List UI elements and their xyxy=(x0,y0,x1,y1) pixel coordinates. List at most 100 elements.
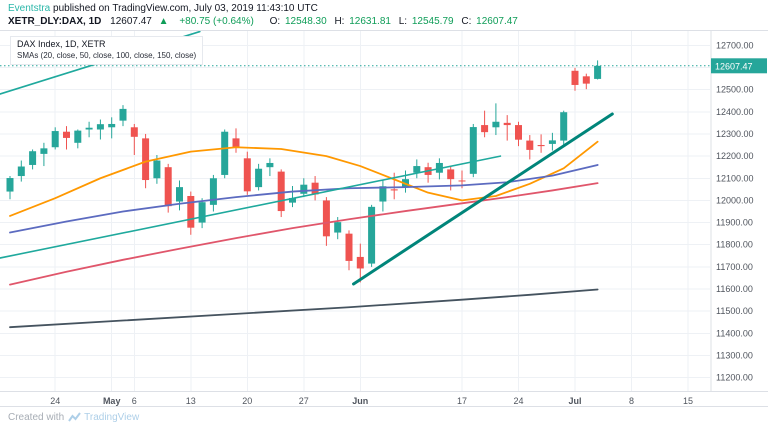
candle xyxy=(74,129,82,149)
open-value: 12548.30 xyxy=(284,16,327,27)
candle xyxy=(29,149,37,170)
last-price-tag-text: 12607.47 xyxy=(715,61,753,71)
high-value: 12631.81 xyxy=(349,16,391,27)
candle xyxy=(187,191,195,235)
candle xyxy=(266,158,274,177)
candlestick-series xyxy=(6,60,602,283)
created-with-text: Created with xyxy=(8,412,65,423)
last-price-text: 12607.47 xyxy=(110,16,152,27)
legend-sma-settings: SMAs (20, close, 50, close, 100, close, … xyxy=(17,51,197,60)
candle xyxy=(492,103,500,136)
candle xyxy=(51,127,59,150)
price-axis-label: 11500.00 xyxy=(716,306,753,316)
candle xyxy=(402,170,409,193)
candle xyxy=(40,142,48,167)
sma-50-line xyxy=(9,164,599,234)
candle xyxy=(481,110,489,138)
time-axis-label: 15 xyxy=(683,396,693,406)
candle xyxy=(119,105,127,127)
rising-support-trendline[interactable] xyxy=(352,112,614,286)
price-axis-label: 11600.00 xyxy=(716,284,753,294)
candle xyxy=(209,174,217,212)
time-axis-label: 27 xyxy=(299,396,309,406)
candle xyxy=(447,166,455,191)
candle xyxy=(537,134,545,153)
candle xyxy=(424,162,432,183)
symbol-name[interactable]: XETR_DLY:DAX, 1D xyxy=(8,16,102,27)
candle xyxy=(17,160,25,182)
chart-legend[interactable]: DAX Index, 1D, XETR SMAs (20, close, 50,… xyxy=(10,36,204,65)
price-axis-label: 12500.00 xyxy=(716,85,754,95)
price-axis-label: 12100.00 xyxy=(716,173,754,183)
price-axis-label: 11400.00 xyxy=(716,328,753,338)
price-axis-label: 12700.00 xyxy=(716,40,754,50)
candle xyxy=(85,121,93,138)
candle xyxy=(289,186,296,208)
tradingview-logo-icon xyxy=(68,412,81,422)
candle xyxy=(63,126,70,150)
candle xyxy=(232,128,240,153)
tradingview-brand-text: TradingView xyxy=(84,412,140,423)
candle xyxy=(571,67,579,91)
price-axis-label: 12300.00 xyxy=(716,129,754,139)
price-axis-label: 11200.00 xyxy=(716,373,753,383)
candle xyxy=(548,132,556,151)
candle xyxy=(379,180,387,212)
sma-20-line xyxy=(9,140,599,217)
time-axis-label: 24 xyxy=(513,396,523,406)
gridlines xyxy=(0,30,710,391)
legend-title: DAX Index, 1D, XETR xyxy=(17,39,106,49)
author-link[interactable]: Eventstra xyxy=(8,3,51,14)
candle xyxy=(300,178,308,198)
candle xyxy=(108,117,116,139)
time-axis-label: May xyxy=(103,396,121,406)
low-label: L: xyxy=(398,16,408,27)
time-axis-label: 6 xyxy=(132,396,137,406)
price-axis[interactable]: 12700.0012600.0012500.0012400.0012300.00… xyxy=(716,40,754,382)
up-triangle-icon: ▲ xyxy=(158,16,169,27)
candle xyxy=(582,73,590,90)
high-label: H: xyxy=(334,16,345,27)
footer: Created with TradingView xyxy=(8,412,139,423)
candle xyxy=(469,123,477,178)
candle xyxy=(322,197,330,246)
candle xyxy=(255,163,263,191)
time-axis-label: 17 xyxy=(457,396,467,406)
byline: Eventstra published on TradingView.com, … xyxy=(8,3,318,14)
candle xyxy=(96,119,104,140)
candle xyxy=(221,129,229,179)
price-axis-label: 12000.00 xyxy=(716,195,754,205)
price-axis-label: 11700.00 xyxy=(716,262,753,272)
time-axis-label: 13 xyxy=(186,396,196,406)
price-axis-label: 12400.00 xyxy=(716,107,754,117)
candle xyxy=(130,123,138,155)
candle xyxy=(526,135,534,160)
low-value: 12545.79 xyxy=(411,16,454,27)
time-axis[interactable]: 24 May 6 13 20 27 Jun 17 24 Jul 8 15 xyxy=(50,396,693,406)
open-label: O: xyxy=(269,16,281,27)
candle xyxy=(503,115,511,141)
candle xyxy=(311,176,319,201)
candle xyxy=(176,180,183,211)
price-axis-label: 12200.00 xyxy=(716,151,754,161)
sma-150-line xyxy=(9,288,599,329)
candle xyxy=(515,121,522,147)
time-axis-label: 8 xyxy=(629,396,634,406)
price-chart[interactable]: 12700.0012600.0012500.0012400.0012300.00… xyxy=(0,30,768,407)
price-change-text: +80.75 (+0.64%) xyxy=(179,16,254,27)
symbol-row: XETR_DLY:DAX, 1D 12607.47 ▲ +80.75 (+0.6… xyxy=(8,16,518,27)
time-axis-label: 20 xyxy=(242,396,252,406)
candle xyxy=(368,204,376,267)
time-axis-label: Jun xyxy=(352,396,368,406)
candle xyxy=(560,110,568,147)
sma-100-line xyxy=(9,182,599,286)
candle xyxy=(594,60,602,80)
broken-support-trendline[interactable] xyxy=(0,155,502,259)
last-price-tag: 12607.47 xyxy=(711,58,767,74)
close-value: 12607.47 xyxy=(476,16,518,27)
byline-text: published on TradingView.com, July 03, 2… xyxy=(50,3,318,14)
candle xyxy=(198,198,206,229)
candle xyxy=(243,151,251,195)
tradingview-link[interactable]: TradingView xyxy=(68,412,139,423)
